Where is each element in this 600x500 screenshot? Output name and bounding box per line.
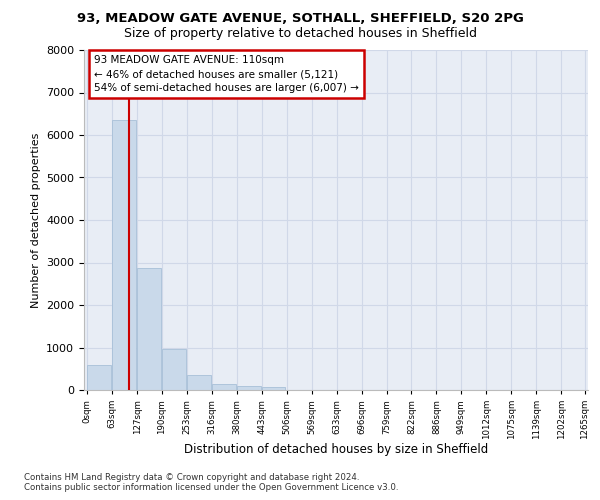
Bar: [137, 268, 161, 390]
Text: 93 MEADOW GATE AVENUE: 110sqm
← 46% of detached houses are smaller (5,121)
54% o: 93 MEADOW GATE AVENUE: 110sqm ← 46% of d…: [94, 55, 359, 93]
Text: Size of property relative to detached houses in Sheffield: Size of property relative to detached ho…: [124, 28, 476, 40]
Bar: [187, 375, 211, 390]
Text: Distribution of detached houses by size in Sheffield: Distribution of detached houses by size …: [184, 442, 488, 456]
Bar: [87, 366, 111, 390]
Bar: [262, 388, 286, 390]
Text: Contains HM Land Registry data © Crown copyright and database right 2024.
Contai: Contains HM Land Registry data © Crown c…: [24, 473, 398, 492]
Bar: [212, 384, 236, 390]
Text: 93, MEADOW GATE AVENUE, SOTHALL, SHEFFIELD, S20 2PG: 93, MEADOW GATE AVENUE, SOTHALL, SHEFFIE…: [77, 12, 523, 26]
Bar: [162, 349, 185, 390]
Bar: [237, 386, 260, 390]
Y-axis label: Number of detached properties: Number of detached properties: [31, 132, 41, 308]
Bar: [112, 120, 136, 390]
